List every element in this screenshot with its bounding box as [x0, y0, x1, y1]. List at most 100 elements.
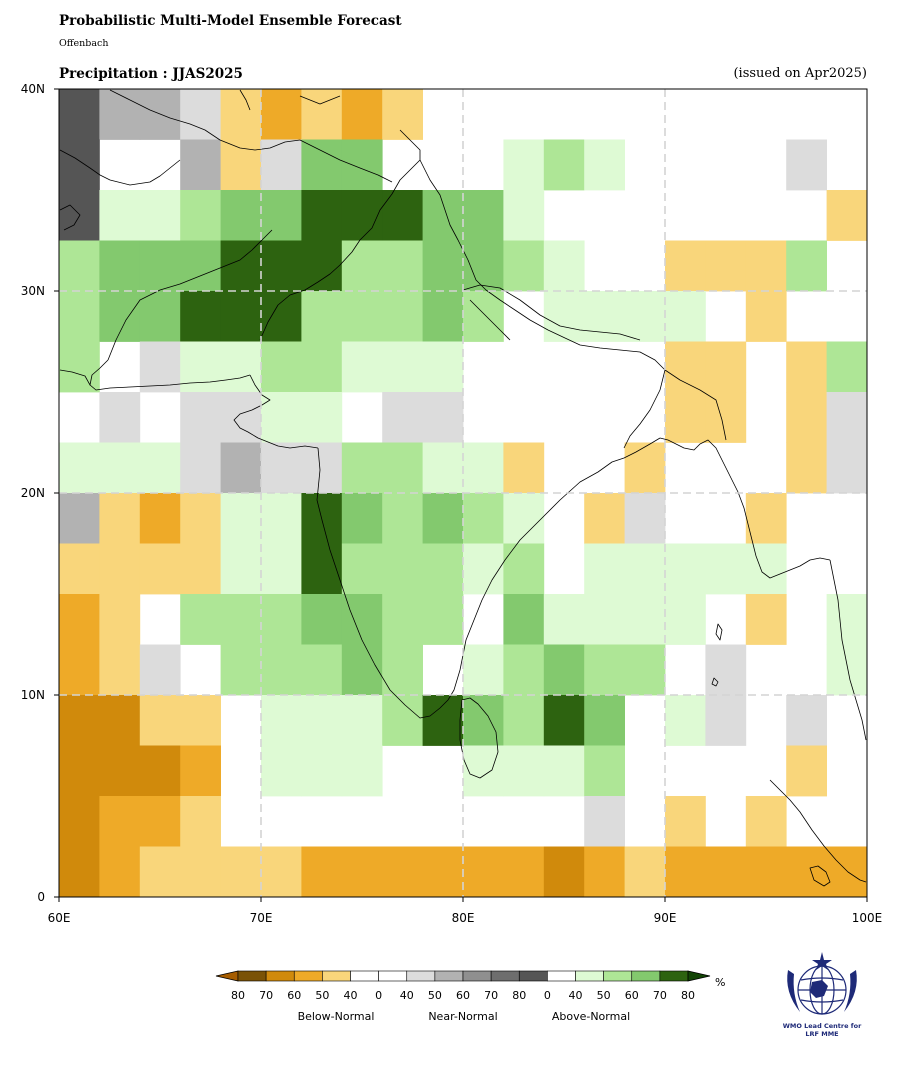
grid-cell — [261, 594, 302, 645]
grid-cell — [422, 341, 464, 393]
legend-tick-label: 50 — [597, 989, 611, 1002]
legend-tick-label: 80 — [512, 989, 526, 1002]
grid-cell — [422, 190, 464, 241]
grid-cell — [301, 543, 343, 595]
legend-tick-label: 60 — [625, 989, 639, 1002]
chart-title: Probabilistic Multi-Model Ensemble Forec… — [59, 13, 402, 29]
grid-cell — [180, 89, 221, 140]
grid-cell — [261, 543, 302, 595]
grid-cell — [786, 846, 827, 898]
grid-cell — [422, 543, 464, 595]
grid-cell — [665, 695, 706, 746]
grid-cell — [99, 644, 141, 696]
grid-cell — [422, 846, 464, 898]
grid-cell — [180, 341, 221, 393]
legend-swatch — [237, 970, 267, 982]
grid-cell — [59, 846, 100, 898]
grid-cell — [139, 442, 181, 494]
legend-arrow-left — [215, 970, 239, 982]
grid-cell — [382, 392, 423, 443]
grid-cell — [139, 493, 181, 544]
grid-cell — [543, 846, 585, 898]
grid-cell — [665, 291, 706, 342]
grid-cell — [543, 240, 585, 292]
wmo-logo-caption: WMO Lead Centre for LRF MME — [770, 1022, 874, 1038]
grid-cell — [584, 695, 625, 746]
grid-cell — [139, 695, 181, 746]
grid-cell — [705, 695, 747, 746]
grid-cell — [382, 190, 423, 241]
grid-cell — [422, 493, 464, 544]
grid-cell — [543, 695, 585, 746]
legend-swatch — [350, 970, 379, 982]
grid-cell — [220, 846, 262, 898]
grid-cell — [180, 291, 221, 342]
grid-cell — [503, 745, 545, 797]
grid-cell — [341, 644, 383, 696]
grid-cell — [624, 644, 666, 696]
grid-cell — [139, 543, 181, 595]
grid-cell — [584, 291, 625, 342]
legend-swatch — [462, 970, 492, 982]
grid-cell — [99, 543, 141, 595]
grid-cell — [665, 796, 706, 847]
grid-cell — [139, 240, 181, 292]
grid-cell — [139, 846, 181, 898]
grid-cell — [59, 796, 100, 847]
grid-cell — [422, 695, 464, 746]
grid-cell — [180, 392, 221, 443]
grid-cell — [463, 493, 504, 544]
grid-cell — [665, 543, 706, 595]
grid-cell — [745, 594, 787, 645]
grid-cell — [382, 846, 423, 898]
grid-cell — [59, 341, 100, 393]
grid-cell — [139, 291, 181, 342]
grid-cell — [584, 139, 625, 191]
grid-cell — [59, 89, 100, 140]
x-tick-label: 100E — [852, 911, 883, 925]
legend-tick-label: 50 — [315, 989, 329, 1002]
grid-cell — [745, 240, 787, 292]
grid-cell — [705, 644, 747, 696]
legend-tick-label: 40 — [569, 989, 583, 1002]
grid-cell — [786, 745, 827, 797]
grid-cell — [705, 846, 747, 898]
grid-cell — [503, 240, 545, 292]
grid-cell — [624, 493, 666, 544]
grid-cell — [59, 695, 100, 746]
grid-cell — [382, 695, 423, 746]
grid-cell — [220, 291, 262, 342]
grid-cell — [341, 493, 383, 544]
grid-cell — [705, 543, 747, 595]
grid-cell — [705, 392, 747, 443]
grid-cell — [624, 291, 666, 342]
legend-tick-label: 40 — [344, 989, 358, 1002]
grid-cell — [745, 493, 787, 544]
legend-group-label: Above-Normal — [552, 1010, 630, 1023]
y-axis-ticks: 0 10N 20N 30N 40N — [21, 82, 59, 904]
grid-cell — [180, 493, 221, 544]
grid-cell — [422, 392, 464, 443]
grid-cell — [220, 493, 262, 544]
grid-cell — [180, 594, 221, 645]
grid-cell — [220, 543, 262, 595]
grid-cell — [665, 594, 706, 645]
grid-cell — [786, 442, 827, 494]
grid-cell — [99, 442, 141, 494]
legend-swatch — [434, 970, 464, 982]
legend-swatch — [378, 970, 408, 982]
grid-cell — [99, 240, 141, 292]
variable-label: Precipitation : JJAS2025 — [59, 66, 243, 82]
y-tick-label: 40N — [21, 82, 45, 96]
grid-cell — [301, 190, 343, 241]
legend-tick-label: 0 — [544, 989, 551, 1002]
grid-cell — [503, 594, 545, 645]
grid-cell — [463, 644, 504, 696]
legend-tick-label: 80 — [231, 989, 245, 1002]
grid-cell — [745, 543, 787, 595]
grid-cell — [745, 291, 787, 342]
grid-cell — [584, 745, 625, 797]
grid-cell — [665, 341, 706, 393]
grid-cell — [584, 796, 625, 847]
grid-cell — [180, 190, 221, 241]
